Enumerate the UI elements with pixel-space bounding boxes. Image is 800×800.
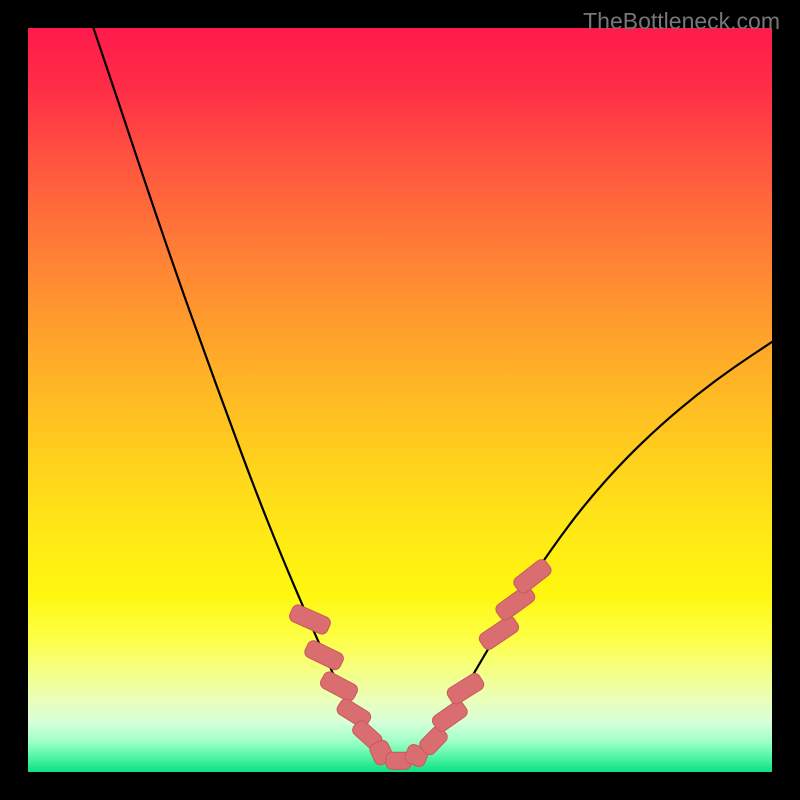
gradient-background xyxy=(28,28,772,772)
bottleneck-v-chart xyxy=(28,28,772,772)
chart-stage: TheBottleneck.com xyxy=(0,0,800,800)
watermark-text: TheBottleneck.com xyxy=(583,8,780,35)
